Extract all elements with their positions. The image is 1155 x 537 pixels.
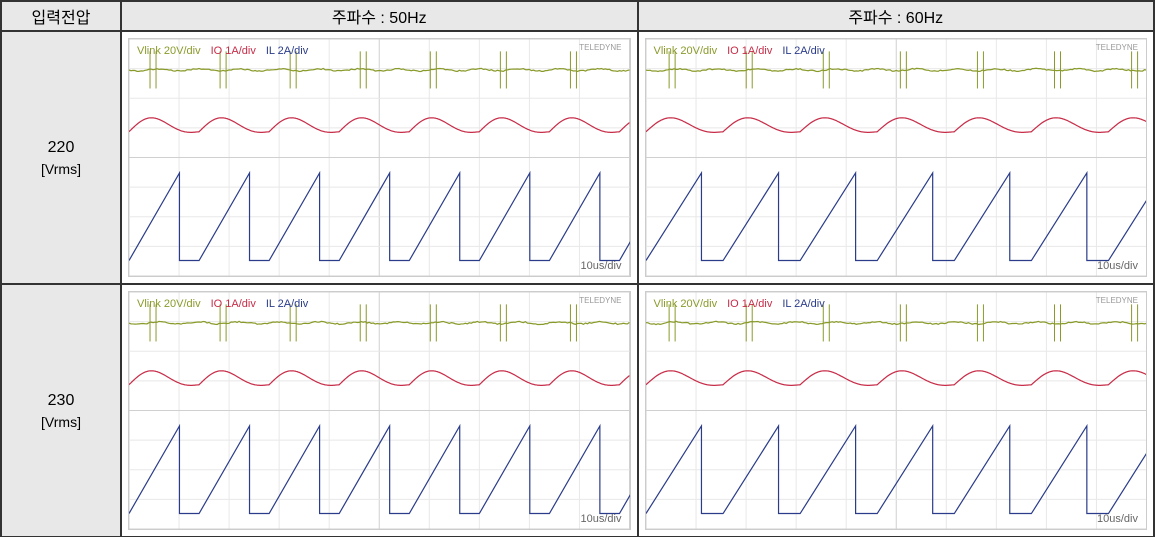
scope-legend: Vlink 20V/div IO 1A/div IL 2A/div (137, 298, 308, 310)
legend-item: Vlink 20V/div (654, 45, 718, 57)
timebase-label: 10us/div (1097, 513, 1138, 525)
legend-item: IO 1A/div (211, 45, 256, 57)
legend-item: IL 2A/div (266, 298, 308, 310)
legend-item: Vlink 20V/div (654, 298, 718, 310)
row-label-230-value: 230 (48, 392, 75, 410)
scope-brand: TELEDYNE (579, 43, 621, 52)
scope-brand: TELEDYNE (1096, 296, 1138, 305)
scope-cell-230-60hz: Vlink 20V/div IO 1A/div IL 2A/div 10us/div T… (638, 284, 1155, 537)
scope-legend: Vlink 20V/div IO 1A/div IL 2A/div (137, 45, 308, 57)
legend-item: Vlink 20V/div (137, 298, 201, 310)
legend-item: IL 2A/div (266, 45, 308, 57)
legend-item: IO 1A/div (727, 298, 772, 310)
scope-brand: TELEDYNE (1096, 43, 1138, 52)
row-label-220-value: 220 (48, 139, 75, 157)
timebase-label: 10us/div (1097, 260, 1138, 272)
header-freq-60hz: 주파수 : 60Hz (638, 1, 1155, 31)
legend-item: IL 2A/div (782, 298, 824, 310)
timebase-label: 10us/div (581, 260, 622, 272)
legend-item: IO 1A/div (727, 45, 772, 57)
scope-cell-220-60hz: Vlink 20V/div IO 1A/div IL 2A/div 10us/div T… (638, 31, 1155, 284)
scope-legend: Vlink 20V/div IO 1A/div IL 2A/div (654, 298, 825, 310)
row-label-220: 220 [Vrms] (1, 31, 121, 284)
row-label-230-unit: [Vrms] (41, 414, 81, 430)
legend-item: IL 2A/div (782, 45, 824, 57)
scope-cell-230-50hz: Vlink 20V/div IO 1A/div IL 2A/div 10us/div T… (121, 284, 638, 537)
scope-brand: TELEDYNE (579, 296, 621, 305)
row-label-220-unit: [Vrms] (41, 161, 81, 177)
scope-legend: Vlink 20V/div IO 1A/div IL 2A/div (654, 45, 825, 57)
legend-item: IO 1A/div (211, 298, 256, 310)
waveform-table: 입력전압 주파수 : 50Hz 주파수 : 60Hz 220 [Vrms] Vl… (0, 0, 1155, 537)
legend-item: Vlink 20V/div (137, 45, 201, 57)
row-label-230: 230 [Vrms] (1, 284, 121, 537)
header-freq-50hz: 주파수 : 50Hz (121, 1, 638, 31)
timebase-label: 10us/div (581, 513, 622, 525)
scope-220-50hz: Vlink 20V/div IO 1A/div IL 2A/div 10us/div T… (128, 38, 631, 277)
scope-230-50hz: Vlink 20V/div IO 1A/div IL 2A/div 10us/div T… (128, 291, 631, 530)
header-input-voltage: 입력전압 (1, 1, 121, 31)
scope-220-60hz: Vlink 20V/div IO 1A/div IL 2A/div 10us/div T… (645, 38, 1148, 277)
scope-cell-220-50hz: Vlink 20V/div IO 1A/div IL 2A/div 10us/div T… (121, 31, 638, 284)
scope-230-60hz: Vlink 20V/div IO 1A/div IL 2A/div 10us/div T… (645, 291, 1148, 530)
